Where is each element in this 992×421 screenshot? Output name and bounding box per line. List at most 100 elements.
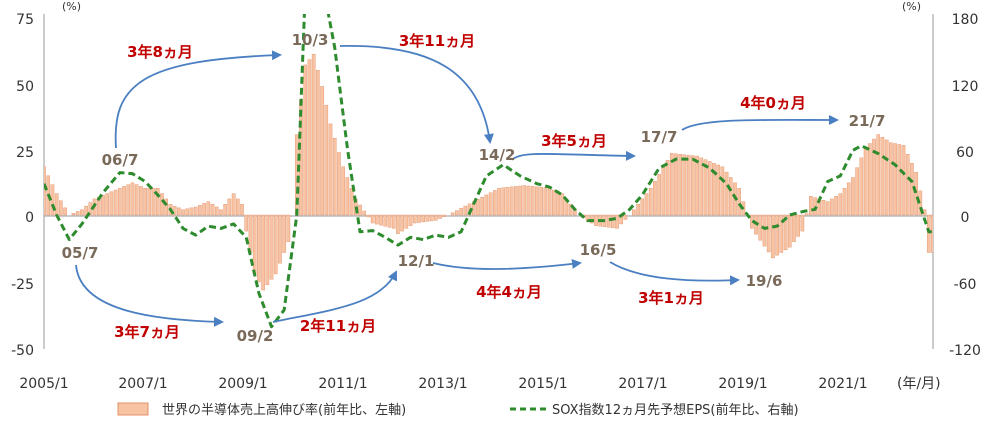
bar [771, 214, 775, 259]
bar [800, 214, 805, 232]
duration-label: 3年8ヵ月 [127, 43, 193, 61]
bar [526, 185, 531, 216]
bar [113, 189, 118, 216]
arrow-05-09 [75, 264, 224, 327]
bar [552, 189, 556, 216]
bar [177, 207, 181, 216]
bar [623, 214, 628, 220]
bar [164, 198, 168, 216]
duration-label: 3年7ヵ月 [114, 323, 180, 341]
bar [383, 214, 388, 227]
bar [480, 196, 484, 216]
date-label: 17/7 [641, 128, 678, 146]
legend-bar-swatch [117, 402, 149, 416]
bar [151, 187, 156, 216]
bar [101, 195, 105, 216]
bar [139, 186, 143, 216]
eps-line [44, 14, 933, 329]
bar [134, 184, 139, 216]
duration-label: 3年1ヵ月 [638, 289, 704, 307]
bar [442, 214, 447, 217]
bar [568, 204, 573, 216]
bar [59, 200, 63, 216]
bar [728, 177, 733, 216]
bar [286, 214, 291, 242]
bar [311, 54, 316, 216]
bar [80, 209, 84, 216]
bar [172, 205, 177, 216]
left-tick: -50 [11, 343, 34, 359]
bar [493, 190, 497, 216]
bar [657, 174, 661, 216]
bar [328, 123, 333, 216]
bar [821, 200, 826, 216]
left-tick: 25 [16, 145, 34, 161]
bar [438, 214, 442, 219]
bar [147, 187, 152, 216]
bar [766, 214, 771, 253]
bar [126, 184, 131, 216]
bar [181, 209, 185, 216]
duration-label: 3年11ヵ月 [399, 32, 475, 50]
bar [897, 144, 902, 216]
arrow-14-17 [511, 150, 636, 161]
bar [707, 161, 712, 216]
date-label: 21/7 [849, 112, 886, 130]
x-tick: 2007/1 [118, 376, 167, 392]
bar [345, 177, 350, 216]
bar [792, 214, 796, 242]
bar [244, 214, 249, 232]
date-label: 12/1 [398, 252, 435, 270]
bar [337, 152, 341, 216]
bar [109, 191, 114, 216]
bar [610, 214, 615, 229]
right-tick: 60 [956, 145, 974, 161]
bar [695, 155, 699, 216]
bar [143, 187, 147, 216]
bar [155, 187, 160, 216]
bar [724, 171, 729, 216]
bar [737, 187, 741, 216]
bar [834, 196, 838, 216]
bar [796, 214, 800, 237]
right-tick: 120 [952, 79, 979, 95]
bar [450, 212, 455, 216]
bar [412, 214, 417, 224]
bar [202, 203, 206, 216]
bar [901, 145, 906, 216]
bar [375, 214, 379, 225]
bar [686, 154, 691, 216]
arrow-09-12 [272, 270, 397, 323]
date-label: 16/5 [580, 241, 617, 259]
bar [210, 204, 215, 216]
bar [644, 193, 649, 216]
bar [408, 214, 413, 226]
bar [859, 157, 864, 216]
x-tick: 2009/1 [218, 376, 267, 392]
bar [851, 177, 855, 216]
bar [425, 214, 430, 222]
bar [543, 187, 548, 216]
bar [488, 192, 493, 216]
right-tick: 180 [952, 12, 979, 28]
bar [404, 214, 409, 229]
bar [455, 210, 459, 216]
arrow-06-10 [114, 50, 282, 149]
x-tick: 2017/1 [618, 376, 667, 392]
bar [44, 166, 46, 216]
bar [54, 193, 59, 216]
bar [678, 154, 683, 216]
bar [931, 214, 933, 253]
bar [842, 187, 847, 216]
bar [699, 157, 704, 216]
duration-label: 2年11ヵ月 [300, 317, 376, 335]
bar [370, 214, 375, 224]
bar [691, 155, 695, 216]
bar [530, 186, 535, 216]
bar [497, 187, 501, 216]
bar [105, 193, 109, 216]
bar [400, 214, 404, 232]
bar [884, 139, 889, 216]
left-tick: -25 [11, 277, 34, 293]
